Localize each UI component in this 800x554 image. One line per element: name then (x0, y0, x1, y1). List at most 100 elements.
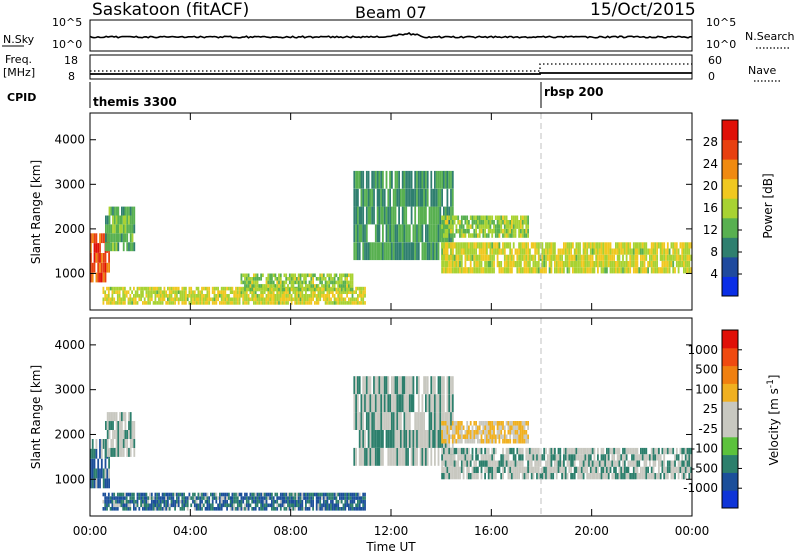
echo-cell (269, 301, 271, 305)
echo-cell (672, 460, 675, 467)
echo-cell (645, 447, 648, 455)
echo-cell (119, 233, 121, 243)
echo-cell (606, 261, 608, 268)
echo-cell (568, 454, 571, 461)
echo-cell (502, 466, 504, 473)
echo-cell (564, 473, 567, 480)
echo-cell (469, 267, 472, 274)
echo-cell (595, 242, 598, 249)
echo-cell (453, 215, 456, 220)
echo-cell (224, 290, 227, 294)
echo-cell (615, 267, 617, 274)
echo-cell (376, 412, 379, 430)
echo-cell (444, 220, 447, 225)
echo-cell (521, 473, 524, 480)
echo-cell (95, 439, 98, 449)
echo-cell (428, 412, 431, 430)
echo-cell (283, 280, 286, 285)
echo-cell (469, 421, 472, 426)
echo-cell (365, 412, 368, 430)
echo-cell (310, 496, 313, 500)
echo-cell (276, 284, 279, 288)
echo-cell (616, 473, 619, 480)
echo-cell (149, 286, 151, 291)
echo-cell (425, 394, 427, 413)
echo-cell (253, 297, 255, 302)
x-tick-label: 00:00 (73, 524, 108, 538)
echo-cell (113, 224, 116, 234)
echo-cell (462, 248, 465, 255)
echo-cell (589, 242, 592, 249)
echo-cell (206, 499, 209, 504)
echo-cell (129, 224, 132, 234)
echo-cell (262, 499, 264, 504)
echo-cell (459, 454, 461, 461)
echo-cell (328, 284, 331, 288)
echo-cell (131, 492, 133, 497)
echo-cell (439, 430, 442, 448)
echo-cell (604, 460, 606, 467)
echo-cell (586, 267, 589, 274)
echo-cell (276, 499, 279, 504)
echo-cell (403, 206, 406, 225)
nsearch-label: N.Search (745, 30, 795, 43)
colorbar-tick-label: -1000 (683, 481, 718, 495)
echo-cell (554, 447, 556, 455)
echo-cell (450, 434, 452, 439)
echo-cell (559, 460, 562, 467)
echo-cell (602, 454, 605, 461)
velocity-heatmap (90, 376, 692, 511)
echo-cell (133, 215, 136, 225)
echo-cell (174, 507, 176, 511)
echo-cell (486, 425, 488, 430)
echo-cell (102, 499, 105, 504)
echo-cell (219, 503, 221, 508)
echo-cell (521, 215, 524, 220)
echo-cell (405, 170, 408, 189)
echo-cell (396, 170, 399, 189)
echo-cell (265, 294, 268, 298)
echo-cell (385, 224, 388, 243)
echo-cell (378, 170, 381, 189)
echo-cell (265, 297, 268, 302)
echo-cell (140, 290, 142, 294)
echo-cell (322, 286, 325, 291)
echo-cell (448, 460, 451, 467)
echo-cell (507, 267, 510, 274)
echo-cell (122, 430, 125, 439)
echo-cell (90, 478, 92, 489)
echo-cell (475, 466, 477, 473)
echo-cell (446, 267, 449, 274)
echo-cell (496, 215, 499, 220)
echo-cell (283, 287, 286, 292)
echo-cell (634, 454, 637, 461)
echo-cell (297, 277, 300, 281)
echo-cell (122, 224, 125, 234)
echo-cell (181, 492, 184, 497)
echo-cell (640, 261, 642, 268)
echo-cell (348, 503, 350, 508)
echo-cell (131, 499, 133, 504)
echo-cell (426, 430, 429, 448)
echo-cell (674, 267, 676, 274)
echo-cell (407, 224, 409, 243)
echo-cell (555, 460, 558, 467)
echo-cell (634, 473, 637, 480)
echo-cell (228, 301, 230, 305)
echo-cell (317, 503, 320, 508)
echo-cell (208, 496, 211, 500)
echo-cell (625, 242, 628, 249)
echo-cell (236, 301, 239, 305)
echo-cell (666, 254, 669, 261)
echo-cell (204, 507, 207, 511)
echo-cell (518, 466, 520, 473)
echo-cell (616, 248, 619, 255)
echo-cell (453, 473, 456, 480)
echo-cell (674, 254, 676, 261)
echo-cell (202, 286, 205, 291)
echo-cell (119, 421, 121, 430)
echo-cell (124, 290, 126, 294)
echo-cell (229, 301, 232, 305)
echo-cell (364, 447, 366, 466)
